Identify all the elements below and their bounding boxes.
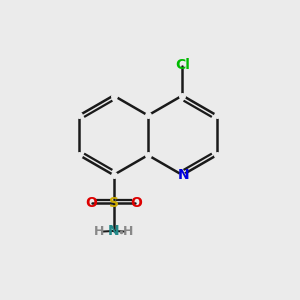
Text: N: N: [178, 168, 190, 182]
Text: H: H: [123, 225, 134, 238]
Text: O: O: [130, 196, 142, 210]
Text: H: H: [94, 225, 104, 238]
Text: O: O: [85, 196, 97, 210]
Text: N: N: [108, 224, 119, 238]
Text: Cl: Cl: [175, 58, 190, 72]
Text: S: S: [109, 196, 118, 210]
